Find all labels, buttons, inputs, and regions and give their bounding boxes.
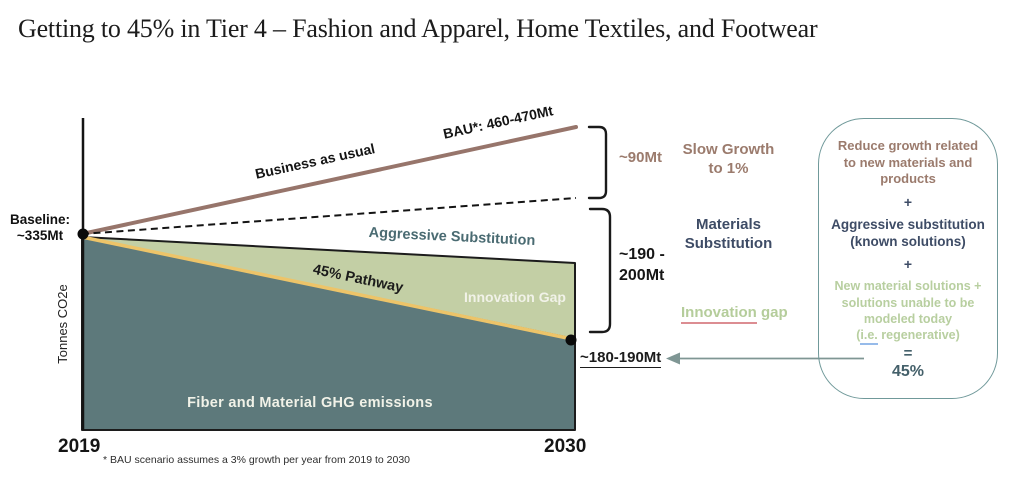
page-title: Getting to 45% in Tier 4 – Fashion and A… xyxy=(18,14,818,43)
result-arrow-head-icon xyxy=(666,352,680,365)
pathway-45-line xyxy=(81,235,573,341)
pathway-end-amount: ~180-190Mt xyxy=(580,349,662,368)
reduction-amount-slow-growth: ~90Mt xyxy=(619,149,662,166)
footnote: * BAU scenario assumes a 3% growth per y… xyxy=(103,454,410,466)
x-tick-2030: 2030 xyxy=(544,436,587,457)
materials-substitution-label: Materials Substitution xyxy=(684,216,773,252)
equals-sign: = xyxy=(903,345,913,363)
baseline-point xyxy=(77,228,89,240)
slow-growth-label: Slow Growth to 1% xyxy=(682,141,775,177)
bracket-slow-growth xyxy=(587,125,608,200)
slow-growth-dashed-line xyxy=(81,197,577,235)
summary-item-new-solutions: New material solutions + solutions unabl… xyxy=(831,278,985,346)
innovation-gap-area-label: Innovation Gap xyxy=(464,289,566,305)
plus-sign: + xyxy=(903,193,913,210)
summary-item-reduce-growth: Reduce growth related to new materials a… xyxy=(837,138,979,187)
plus-sign: + xyxy=(903,256,913,273)
reduction-amount-materials: ~190 - 200Mt xyxy=(619,246,665,284)
x-tick-2019: 2019 xyxy=(58,436,101,457)
ie-underlined: i.e. xyxy=(860,328,878,346)
summary-item-aggressive-substitution: Aggressive substitution (known solutions… xyxy=(831,216,985,250)
fiber-area-label: Fiber and Material GHG emissions xyxy=(187,395,433,411)
pathway-end-point xyxy=(565,334,577,346)
bau-line xyxy=(80,125,578,236)
summary-item-regenerative: (i.e. regenerative) xyxy=(831,327,985,346)
innovation-gap-label: Innovation gap xyxy=(681,304,788,324)
summary-result: 45% xyxy=(891,363,925,381)
summary-equation-box: Reduce growth related to new materials a… xyxy=(818,118,998,399)
innovation-gap-word-underlined: Innovation xyxy=(681,304,757,324)
innovation-gap-word-rest: gap xyxy=(756,304,788,321)
baseline-label: Baseline: ~335Mt xyxy=(9,212,71,243)
bracket-materials-substitution xyxy=(588,207,612,334)
y-axis-label: Tonnes CO2e xyxy=(55,284,70,364)
